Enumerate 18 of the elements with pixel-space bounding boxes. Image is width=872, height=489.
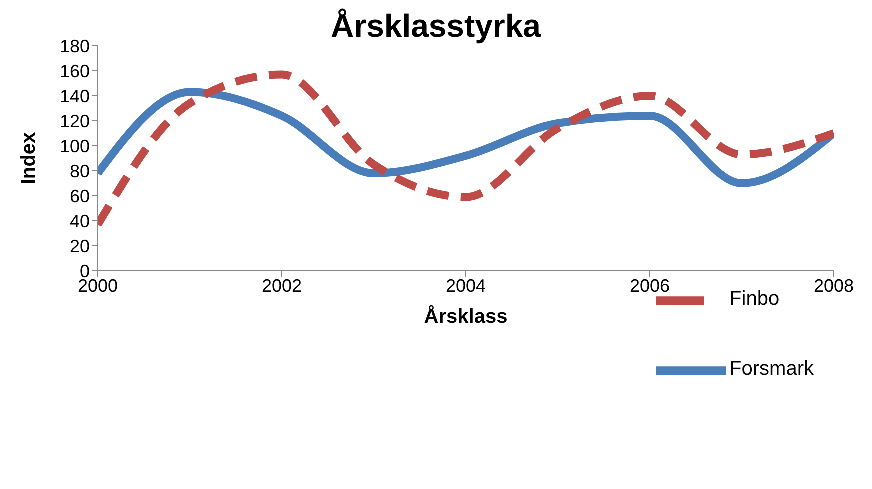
y-tick-label: 160 <box>60 61 90 82</box>
x-tick-label: 2002 <box>262 276 302 296</box>
y-tick-label: 140 <box>60 86 90 106</box>
legend-label: Forsmark <box>730 358 814 380</box>
y-tick-label: 20 <box>70 236 90 256</box>
y-tick-label: 80 <box>70 161 90 182</box>
y-tick-label: 180 <box>60 36 90 56</box>
x-axis-title: Årsklass <box>424 305 508 328</box>
x-tick-label: 2008 <box>814 276 854 296</box>
x-tick-label: 2006 <box>630 276 670 296</box>
legend-label: Finbo <box>730 288 780 310</box>
chart-title: Årsklasstyrka <box>331 8 541 44</box>
y-tick-label: 120 <box>60 111 90 132</box>
y-tick-label: 40 <box>70 211 90 232</box>
x-tick-label: 2004 <box>446 276 486 296</box>
y-axis-title: Index <box>18 132 40 185</box>
y-tick-label: 60 <box>70 186 90 206</box>
y-tick-label: 100 <box>60 136 90 156</box>
